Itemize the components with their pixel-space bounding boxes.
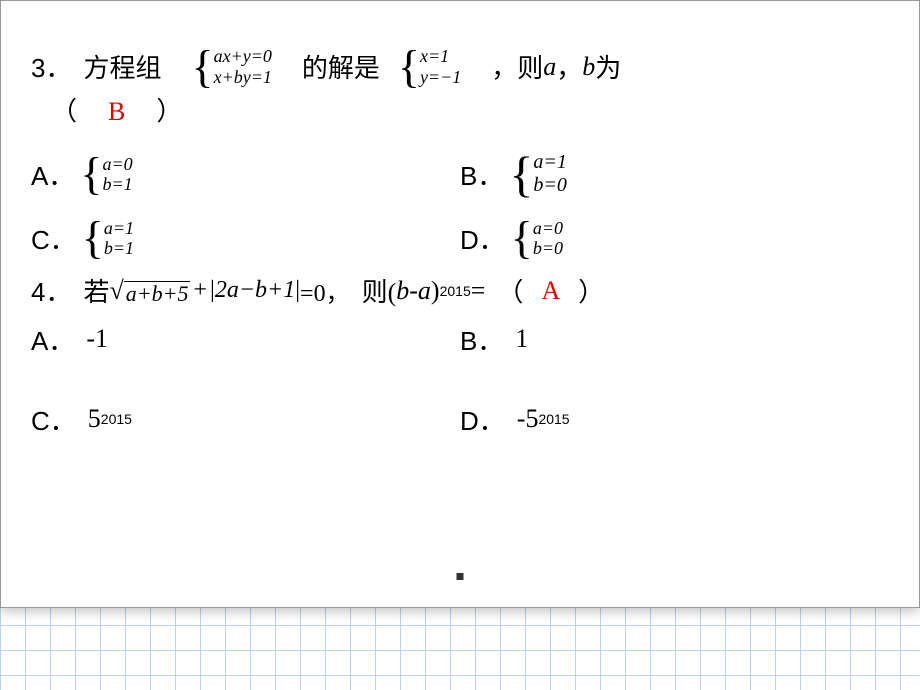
q4-choice-a: A． -1 xyxy=(31,313,460,365)
choice-row1: a=1 xyxy=(104,218,134,239)
choice-exp: 2015 xyxy=(101,411,132,427)
q3-choice-a: A． { a=0 b=1 xyxy=(31,142,460,206)
choice-row2: b=0 xyxy=(533,238,563,259)
choice-row2: b=0 xyxy=(533,174,567,197)
question-4-line: 4． 若 √ a+b+5 + |2a−b+1| =0， 则(b-a)2015= … xyxy=(31,272,889,309)
q3-answer-line: （ B ） xyxy=(31,91,889,128)
choice-row2: b=1 xyxy=(104,238,134,259)
q4-choice-c: C． 52015 xyxy=(31,393,460,445)
choice-letter: D． xyxy=(460,220,505,257)
q4-text-before: 若 xyxy=(83,272,109,309)
q3-var-b: b xyxy=(582,52,595,82)
choice-letter: C． xyxy=(31,220,76,257)
q3-paren-open: （ xyxy=(51,97,77,126)
q3-sys1-row2: x+by=1 xyxy=(214,67,272,88)
q3-choices: A． { a=0 b=1 B． { a=1 b=0 C． { xyxy=(31,142,889,270)
q3-text-after: ，则 xyxy=(491,48,543,85)
q3-number: 3． xyxy=(31,48,71,85)
q4-choice-d: D． -52015 xyxy=(460,393,889,445)
slide-dot xyxy=(457,573,464,580)
q4-close: ) xyxy=(431,276,440,306)
q3-comma: ， xyxy=(556,48,582,85)
choice-letter: B． xyxy=(460,321,503,358)
radicand: a+b+5 xyxy=(124,281,191,306)
q3-paren-close: ） xyxy=(156,97,182,126)
choice-value: -1 xyxy=(86,324,108,354)
q3-system-1: { ax+y=0 x+by=1 xyxy=(191,46,271,87)
q4-equals: = xyxy=(471,276,486,306)
q3-text-between: 的解是 xyxy=(302,48,380,85)
sqrt-expression: √ a+b+5 xyxy=(109,276,190,306)
slide-content: 3． 方程组 { ax+y=0 x+by=1 的解是 { x=1 y=−1 ，则… xyxy=(0,0,920,608)
choice-exp: 2015 xyxy=(538,411,569,427)
choice-row1: a=1 xyxy=(533,151,567,174)
q3-sys2-row2: y=−1 xyxy=(420,67,461,88)
choice-value: 1 xyxy=(515,324,528,354)
q3-sys1-row1: ax+y=0 xyxy=(214,46,272,67)
q4-exponent: 2015 xyxy=(440,283,471,299)
q4-then: 则( xyxy=(362,272,397,309)
choice-letter: A． xyxy=(31,321,74,358)
q3-answer: B xyxy=(108,97,125,126)
q3-system-2: { x=1 y=−1 xyxy=(398,46,461,87)
q3-var-a: a xyxy=(543,52,556,82)
choice-letter: B． xyxy=(460,156,503,193)
choice-letter: D． xyxy=(460,401,505,438)
choice-letter: C． xyxy=(31,401,76,438)
choice-base: 5 xyxy=(88,404,101,434)
q4-choices-2: C． 52015 D． -52015 xyxy=(31,393,889,445)
q4-choice-b: B． 1 xyxy=(460,313,889,365)
abs-expression: |2a−b+1| xyxy=(210,277,300,304)
q3-text-end: 为 xyxy=(595,48,621,85)
choice-prefix: -5 xyxy=(517,404,539,434)
q4-number: 4． xyxy=(31,272,71,309)
q3-choice-b: B． { a=1 b=0 xyxy=(460,142,889,206)
q3-sys2-row1: x=1 xyxy=(420,46,461,67)
q4-paren-close: ） xyxy=(578,272,604,309)
q3-choice-c: C． { a=1 b=1 xyxy=(31,206,460,270)
choice-row1: a=0 xyxy=(102,154,132,175)
choice-letter: A． xyxy=(31,156,74,193)
question-3-line-1: 3． 方程组 { ax+y=0 x+by=1 的解是 { x=1 y=−1 ，则… xyxy=(31,46,889,87)
eq-zero: =0， xyxy=(300,273,350,308)
q3-text-before: 方程组 xyxy=(83,48,161,85)
q3-choice-d: D． { a=0 b=0 xyxy=(460,206,889,270)
q4-inner: b-a xyxy=(396,276,431,306)
q4-choices: A． -1 B． 1 xyxy=(31,313,889,365)
choice-row1: a=0 xyxy=(533,218,563,239)
abs-inner: 2a−b+1 xyxy=(215,277,295,303)
choice-row2: b=1 xyxy=(102,174,132,195)
q4-answer: A xyxy=(541,276,560,306)
q4-paren-open: （ xyxy=(497,272,523,309)
plus-sign: + xyxy=(193,277,207,304)
